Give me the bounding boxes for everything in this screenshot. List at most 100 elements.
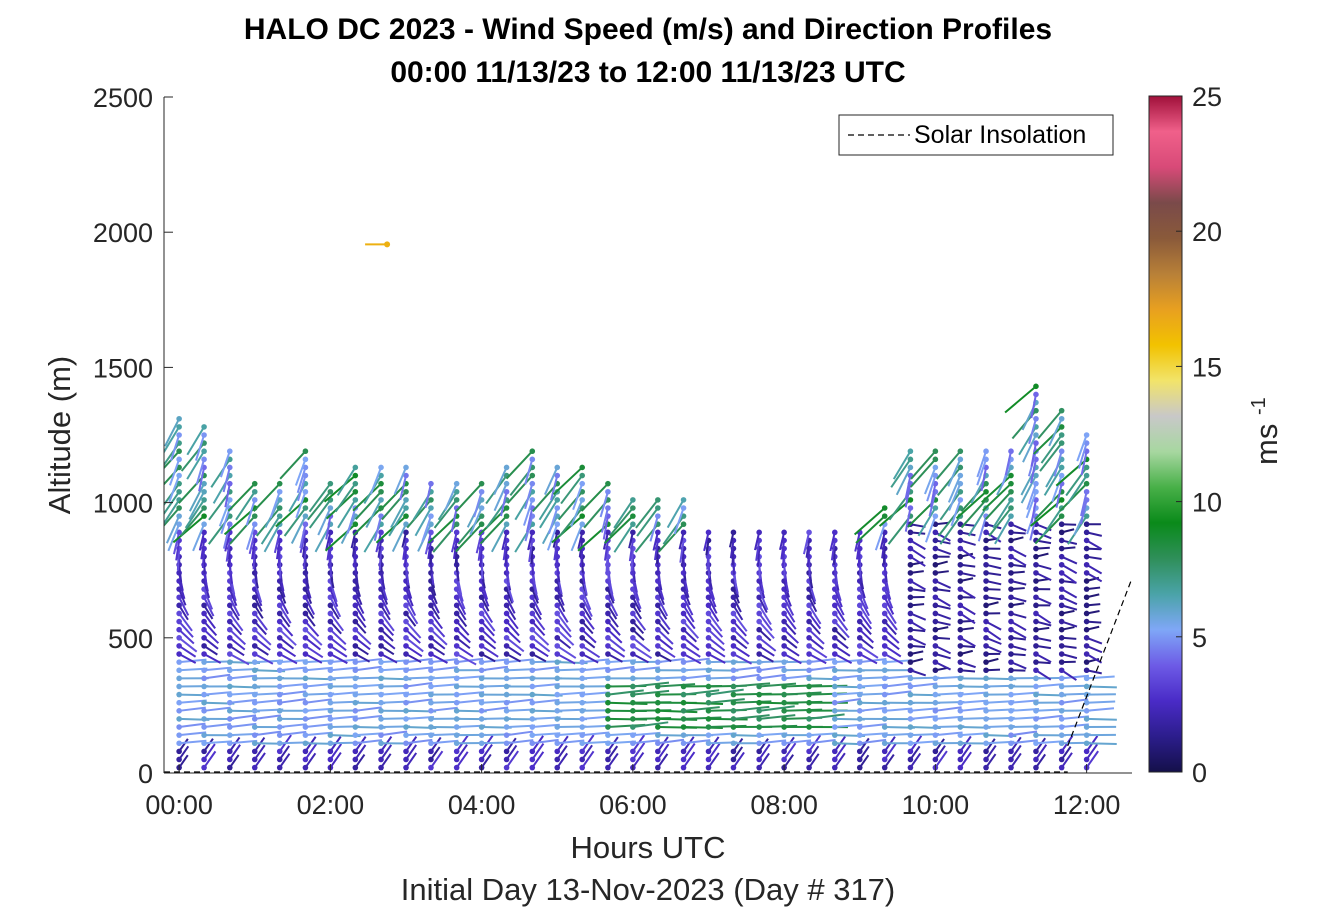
wind-barb-dot	[352, 472, 359, 479]
wind-barb-shaft	[444, 483, 458, 511]
wind-barb-dot	[781, 691, 787, 698]
wind-barb-dot	[781, 708, 787, 714]
wind-barb-shaft	[531, 637, 551, 653]
wind-barb-shaft	[833, 588, 843, 608]
wind-barb-shaft	[220, 507, 231, 535]
wind-barb-dot	[478, 675, 485, 682]
wind-barb-dot	[756, 618, 762, 625]
wind-barb-dot	[730, 675, 737, 682]
wind-barb-dot	[705, 756, 712, 763]
wind-barb-shaft	[1030, 394, 1037, 419]
wind-barb-dot	[932, 683, 939, 690]
wind-barb-shaft	[934, 661, 952, 671]
wind-barb-dot	[176, 643, 182, 649]
wind-barb-dot	[881, 724, 888, 730]
wind-barb-shaft	[1059, 482, 1088, 512]
wind-barb-shaft	[1039, 442, 1063, 472]
wind-barb-dot	[730, 748, 737, 755]
wind-barb-shaft	[531, 645, 549, 658]
wind-barb-shaft	[934, 645, 951, 655]
wind-barb-shaft	[656, 596, 669, 617]
wind-barb-shaft	[505, 750, 519, 769]
wind-barb-dot	[1058, 578, 1065, 584]
wind-barb-shaft	[501, 532, 508, 551]
wind-barb-dot	[932, 756, 939, 763]
wind-barb-shaft	[570, 499, 584, 528]
wind-barb-shaft	[733, 666, 761, 672]
wind-barb-dot	[630, 618, 636, 625]
wind-barb-shaft	[909, 752, 922, 769]
wind-barb-dot	[378, 618, 384, 625]
wind-barb-shaft	[657, 683, 696, 688]
x-axis-sublabel: Initial Day 13-Nov-2023 (Day # 317)	[401, 872, 896, 907]
wind-barb-shaft	[556, 620, 572, 638]
wind-barb-dot	[453, 651, 460, 657]
wind-barb-shaft	[783, 612, 797, 630]
wind-barb-dot	[756, 716, 762, 722]
wind-barb-shaft	[305, 682, 333, 688]
wind-barb-shaft	[1028, 418, 1037, 444]
wind-barb-shaft	[326, 540, 332, 561]
wind-barb-shaft	[934, 745, 946, 761]
wind-barb-shaft	[879, 532, 886, 550]
wind-barb-dot	[856, 748, 863, 755]
wind-barb-dot	[378, 683, 384, 690]
wind-barb-dot	[579, 472, 586, 479]
wind-barb-shaft	[1067, 475, 1088, 505]
wind-barb-shaft	[834, 674, 862, 680]
wind-barb-dot	[856, 691, 863, 698]
wind-barb-dot	[781, 716, 787, 722]
wind-barb-shaft	[455, 596, 467, 616]
wind-barb-dot	[932, 724, 939, 730]
wind-barb-dot	[428, 683, 434, 690]
wind-barb-dot	[579, 464, 586, 471]
wind-barb-shaft	[279, 698, 306, 704]
wind-barb-dot	[1033, 440, 1039, 446]
wind-barb-shaft	[977, 515, 988, 542]
wind-barb-dot	[983, 659, 989, 665]
wind-barb-shaft	[909, 458, 937, 488]
wind-barb-dot	[453, 716, 460, 722]
wind-barb-shaft	[883, 742, 897, 761]
wind-barb-shaft	[203, 666, 232, 672]
wind-barb-dot	[579, 716, 586, 722]
wind-barb-dot	[352, 480, 359, 487]
wind-barb-shaft	[859, 723, 887, 729]
wind-barb-shaft	[759, 739, 787, 745]
wind-barb-dot	[554, 651, 561, 657]
wind-barb-shaft	[329, 628, 347, 645]
wind-barb-shaft	[834, 645, 851, 657]
wind-barb-dot	[503, 618, 510, 625]
wind-barb-shaft	[707, 742, 721, 761]
wind-barb-dot	[756, 699, 762, 706]
wind-barb-shaft	[405, 637, 424, 653]
wind-barb-dot	[478, 643, 485, 649]
wind-barb-dot	[503, 594, 510, 601]
wind-barb-dot	[957, 472, 964, 479]
wind-barb-dot	[428, 529, 434, 536]
wind-barb-shaft	[325, 532, 332, 550]
wind-barb-dot	[957, 683, 964, 690]
wind-barb-shaft	[228, 596, 241, 617]
wind-barb-shaft	[279, 690, 307, 696]
wind-barb-shaft	[994, 515, 1012, 545]
wind-barb-shaft	[683, 716, 722, 720]
wind-barb-shaft	[531, 742, 545, 761]
wind-barb-dot	[226, 448, 233, 455]
wind-barb-dot	[907, 578, 914, 584]
wind-barb-dot	[932, 456, 939, 463]
wind-barb-dot	[1058, 732, 1065, 738]
wind-barb-dot	[302, 748, 309, 755]
wind-barb-dot	[428, 594, 434, 601]
wind-barb-dot	[1033, 764, 1039, 771]
wind-barb-dot	[932, 610, 939, 617]
wind-barb-dot	[276, 764, 283, 771]
wind-barb-dot	[176, 724, 182, 730]
wind-barb-dot	[176, 505, 182, 511]
wind-barb-shaft	[1086, 572, 1103, 583]
wind-barb-shaft	[780, 540, 786, 560]
wind-barb-shaft	[1079, 499, 1088, 525]
wind-barb-dot	[176, 748, 182, 755]
wind-barb-dot	[1008, 635, 1014, 641]
wind-barb-shaft	[682, 736, 695, 752]
